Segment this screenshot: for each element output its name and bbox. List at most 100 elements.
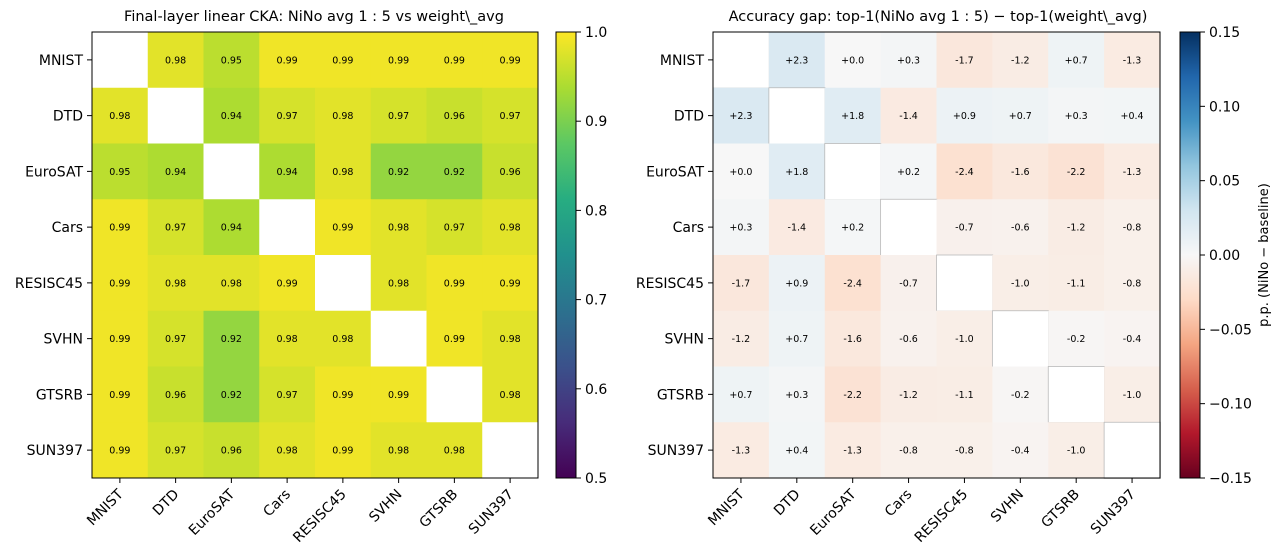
x-tick-label: MNIST [84, 486, 127, 529]
colorbar-tick-label: −0.05 [1209, 322, 1252, 338]
heatmap-cell-label: -1.2 [1067, 223, 1086, 234]
heatmap-cell [482, 310, 539, 367]
colorbar-tick-label: 0.15 [1209, 25, 1240, 41]
heatmap-cell [880, 87, 937, 144]
heatmap-cell [370, 143, 427, 200]
heatmap-cell-label: 0.97 [444, 223, 465, 234]
heatmap-cell [713, 199, 770, 256]
y-tick-label: RESISC45 [636, 276, 704, 292]
heatmap-cell [713, 310, 770, 367]
colorbar-tick-label: 0.8 [585, 203, 607, 219]
heatmap-cell-label: 0.97 [388, 111, 409, 122]
heatmap-cell-label: +0.2 [841, 223, 864, 234]
y-tick-label: SUN397 [648, 443, 704, 459]
heatmap-cell-label: 0.98 [165, 55, 186, 66]
y-tick-label: SVHN [44, 332, 83, 348]
x-tick-label: DTD [771, 487, 804, 520]
colorbar-tick-label: 0.10 [1209, 99, 1240, 115]
heatmap-cell [482, 366, 539, 423]
accuracy-gap-heatmap-title: Accuracy gap: top-1(NiNo avg 1 : 5) − to… [729, 9, 1148, 25]
heatmap-cell-label: -1.3 [732, 446, 751, 457]
heatmap-cell [92, 199, 149, 256]
x-tick-label: SUN397 [1088, 487, 1139, 538]
heatmap-cell [92, 143, 149, 200]
heatmap-cell-empty [1047, 366, 1105, 424]
heatmap-cell [713, 366, 770, 423]
heatmap-cell-label: -0.7 [899, 278, 918, 289]
heatmap-cell-label: -2.2 [843, 390, 862, 401]
heatmap-cell-label: 0.96 [500, 167, 521, 178]
heatmap-cell [426, 199, 483, 256]
heatmap-cell [426, 32, 483, 89]
heatmap-cell-label: -1.2 [899, 390, 918, 401]
heatmap-cell [203, 87, 260, 144]
heatmap-cell [370, 366, 427, 423]
heatmap-cell-label: 0.99 [109, 334, 130, 345]
heatmap-cell-label: 0.98 [332, 167, 353, 178]
heatmap-cell [992, 143, 1049, 200]
heatmap-cell [992, 366, 1049, 423]
heatmap-cell-label: -0.8 [1123, 278, 1142, 289]
heatmap-cell [1104, 143, 1161, 200]
heatmap-cell-label: 0.99 [332, 390, 353, 401]
heatmap-cell [259, 255, 316, 312]
heatmap-cell-empty [991, 310, 1050, 368]
heatmap-cell [203, 255, 260, 312]
heatmap-cell [203, 422, 260, 479]
heatmap-cell [992, 255, 1049, 312]
heatmap-cell-label: 0.94 [221, 111, 242, 122]
heatmap-cell [259, 143, 316, 200]
heatmap-cell-label: 0.99 [444, 334, 465, 345]
heatmap-cell-label: +2.3 [729, 111, 752, 122]
heatmap-cell-label: +1.8 [841, 111, 864, 122]
x-tick-label: Cars [260, 487, 294, 521]
heatmap-cell-label: 0.96 [165, 390, 186, 401]
heatmap-cell [426, 87, 483, 144]
heatmap-frame [712, 31, 1161, 479]
heatmap-cell [147, 310, 204, 367]
colorbar-tick-label: 0.7 [585, 293, 607, 309]
heatmap-cell [92, 87, 149, 144]
heatmap-cell [147, 366, 204, 423]
heatmap-cell-label: -1.1 [955, 390, 974, 401]
heatmap-cell [147, 143, 204, 200]
heatmap-cell [880, 255, 937, 312]
heatmap-cell-label: 0.98 [221, 278, 242, 289]
heatmap-cell [1048, 143, 1105, 200]
y-tick-label: DTD [674, 109, 704, 125]
cka-heatmap-panel: Final-layer linear CKA: NiNo avg 1 : 5 v… [15, 9, 607, 546]
heatmap-cell [1048, 32, 1105, 89]
heatmap-cell-label: 0.97 [165, 334, 186, 345]
heatmap-cell [768, 422, 826, 479]
heatmap-cell [936, 310, 993, 367]
heatmap-cell-label: 0.99 [109, 278, 130, 289]
x-tick-label: EuroSAT [807, 486, 860, 539]
heatmap-cell [203, 310, 260, 367]
heatmap-cell [426, 422, 483, 479]
x-tick-label: SVHN [366, 487, 405, 526]
heatmap-cell [370, 87, 427, 144]
heatmap-frame [91, 31, 539, 479]
heatmap-cell [315, 143, 372, 200]
heatmap-cell-empty [259, 199, 316, 256]
heatmap-cell-label: 0.98 [500, 334, 521, 345]
heatmap-cell-empty [880, 198, 938, 256]
heatmap-cell-label: +2.3 [785, 55, 808, 66]
heatmap-cell-label: -0.6 [1011, 223, 1030, 234]
heatmap-cell [768, 143, 826, 200]
heatmap-cell [147, 255, 204, 312]
heatmap-cell-label: 0.94 [165, 167, 186, 178]
heatmap-cell-label: 0.97 [165, 223, 186, 234]
heatmap-cell-label: 0.99 [500, 55, 521, 66]
heatmap-cell [1048, 422, 1105, 479]
colorbar-tick-label: 0.00 [1209, 248, 1240, 264]
x-tick-label: RESISC45 [290, 487, 349, 546]
x-tick-label: GTSRB [1038, 487, 1083, 532]
heatmap-cell-label: -1.2 [732, 334, 751, 345]
heatmap-cell [824, 310, 882, 367]
heatmap-cell-label: -1.6 [843, 334, 862, 345]
heatmap-cell-label: -1.3 [1123, 167, 1142, 178]
heatmap-cell [315, 87, 372, 144]
heatmap-cell [482, 199, 539, 256]
